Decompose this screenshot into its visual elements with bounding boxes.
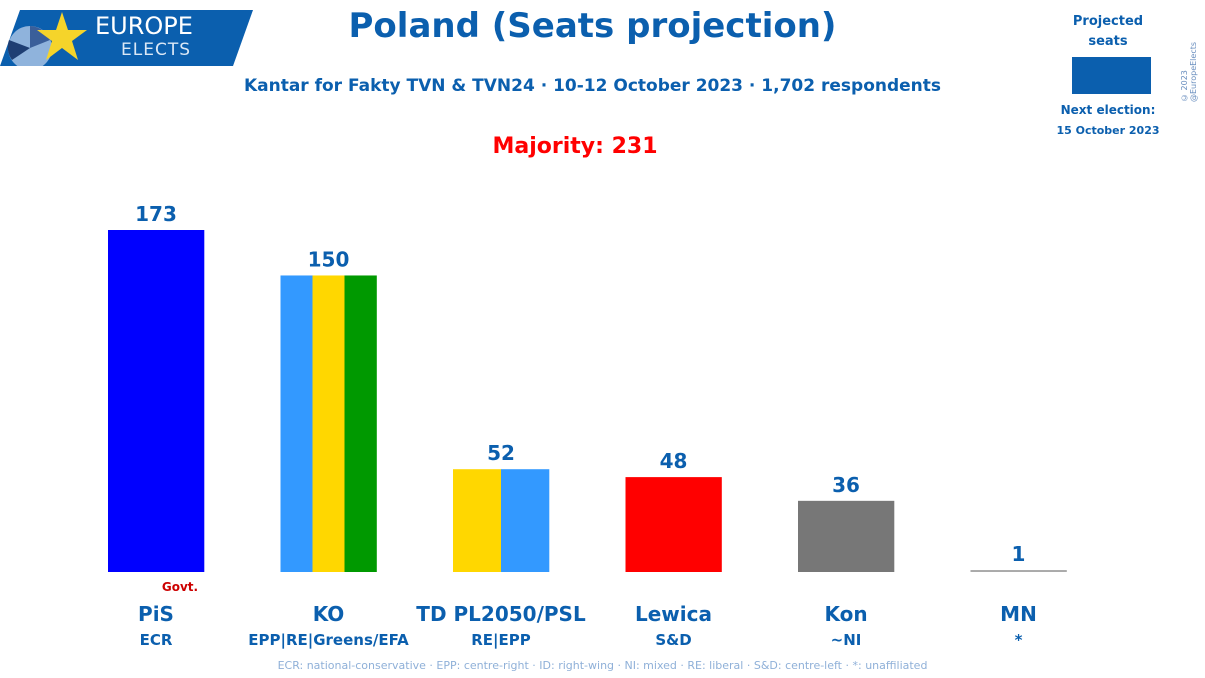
value-label: 52	[487, 441, 515, 465]
party-name-label: MN	[1000, 602, 1037, 626]
bar-ko-segment-1	[280, 275, 313, 572]
party-name-label: Kon	[824, 602, 867, 626]
bar-kon	[798, 500, 895, 572]
bar-ko-segment-3	[344, 275, 377, 572]
govt-annotation: Govt.	[162, 580, 198, 594]
party-name-label: TD PL2050/PSL	[416, 602, 586, 626]
party-group-label: RE|EPP	[471, 631, 531, 650]
party-group-label: EPP|RE|Greens/EFA	[248, 631, 409, 650]
bar-td-pl2050-psl-segment-2	[501, 469, 550, 572]
chart-title: Poland (Seats projection)	[348, 6, 837, 46]
bar-ko-segment-2	[312, 275, 345, 572]
value-label: 36	[832, 473, 860, 497]
party-group-label: ~NI	[831, 631, 862, 649]
party-name-label: KO	[313, 602, 345, 626]
majority-label: Majority: 231	[492, 134, 658, 159]
footnote: ECR: national-conservative · EPP: centre…	[277, 659, 928, 672]
bar-mn	[970, 570, 1067, 572]
europe-elects-logo	[0, 10, 253, 66]
party-group-label: S&D	[655, 631, 691, 649]
value-label: 48	[660, 449, 688, 473]
chart-subtitle: Kantar for Fakty TVN & TVN24 · 10-12 Oct…	[243, 76, 942, 96]
party-name-label: Lewica	[635, 602, 712, 626]
bar-lewica	[625, 477, 722, 572]
party-group-label: ECR	[140, 631, 173, 649]
next-election-label: Next election:	[1060, 103, 1156, 117]
bar-pis	[108, 230, 205, 572]
next-election-date: 15 October 2023	[1056, 124, 1160, 137]
value-label: 1	[1012, 542, 1026, 566]
legend-label: Projected seats	[1072, 14, 1144, 49]
party-name-label: PiS	[138, 602, 174, 626]
value-label: 173	[135, 202, 177, 226]
party-group-label: *	[1015, 631, 1023, 649]
value-label: 150	[308, 247, 350, 271]
logo-text-europe: EUROPE	[95, 12, 193, 40]
bar-td-pl2050-psl-segment-1	[453, 469, 502, 572]
logo-text-elects: ELECTS	[121, 40, 191, 60]
legend-swatch	[1072, 57, 1151, 94]
